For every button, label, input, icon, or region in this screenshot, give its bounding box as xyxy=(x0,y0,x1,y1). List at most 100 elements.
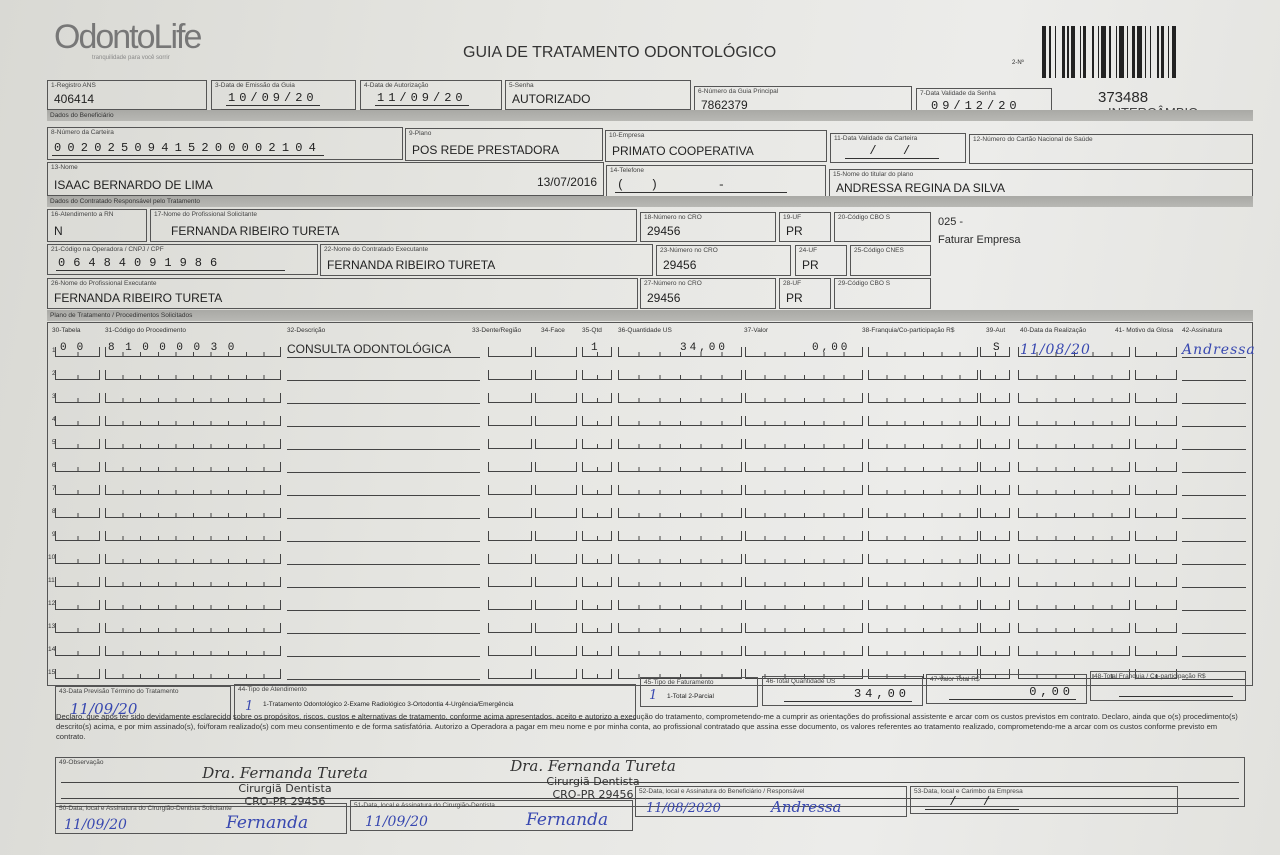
cell-assinatura xyxy=(1182,541,1246,542)
row-number: 4 xyxy=(52,416,56,423)
cell-face xyxy=(535,508,577,518)
field-value: 7862379 xyxy=(701,98,748,112)
cell-tabela xyxy=(55,669,100,679)
col-header-aut: 39-Aut xyxy=(986,327,1006,334)
cell-qtd xyxy=(582,577,612,587)
signature: Fernanda xyxy=(526,810,609,830)
cell-face xyxy=(535,623,577,633)
cell-franquia xyxy=(868,508,978,518)
cell-qtd-value: 1 xyxy=(591,342,601,354)
stamp-title: Cirurgiã Dentista xyxy=(238,782,332,795)
cell-qtd xyxy=(582,416,612,426)
cell-dente xyxy=(488,531,532,541)
cell-valor xyxy=(745,485,863,495)
field-value: 34,00 xyxy=(783,687,912,702)
cell-face xyxy=(535,347,577,357)
cell-qtd-us xyxy=(618,531,742,541)
cell-data-value: 11/08/20 xyxy=(1020,342,1091,358)
dentist-stamp: Dra. Fernanda Tureta Cirurgiã Dentista C… xyxy=(190,764,380,808)
cell-glosa xyxy=(1135,462,1177,472)
barcode-bar xyxy=(1049,26,1051,78)
cell-tabela xyxy=(55,439,100,449)
cell-valor xyxy=(745,393,863,403)
cell-valor xyxy=(745,347,863,357)
cell-dente xyxy=(488,393,532,403)
field-value: FERNANDA RIBEIRO TURETA xyxy=(54,291,223,305)
field-label: 53-Data, local e Carimbo da Empresa xyxy=(914,788,1023,795)
cell-tabela xyxy=(55,623,100,633)
empresa-field: 10-Empresa PRIMATO COOPERATIVA xyxy=(605,130,827,162)
cell-glosa xyxy=(1135,416,1177,426)
uf-24-field: 24-UF PR xyxy=(795,245,847,276)
cell-dente xyxy=(488,577,532,587)
field-label: 46-Total Quantidade US xyxy=(766,678,836,685)
tipo-atendimento-options: 1-Tratamento Odontológico 2-Exame Radiol… xyxy=(263,701,514,708)
cell-valor xyxy=(745,462,863,472)
cell-assinatura xyxy=(1182,449,1246,450)
field-value: / / xyxy=(845,144,939,159)
barcode-bar xyxy=(1101,26,1106,78)
cell-qtd-us xyxy=(618,416,742,426)
cell-valor xyxy=(745,577,863,587)
atendimento-rn-field: 16-Atendimento a RN N xyxy=(47,209,147,242)
cell-tabela xyxy=(55,508,100,518)
barcode-bar xyxy=(1092,26,1094,78)
cell-franquia xyxy=(868,577,978,587)
cell-qtd xyxy=(582,554,612,564)
cell-aut xyxy=(980,370,1010,380)
cell-valor-value: 0,00 xyxy=(812,342,851,354)
cell-franquia xyxy=(868,554,978,564)
assinatura-cd-field: 51-Data, local e Assinatura do Cirurgião… xyxy=(350,800,633,831)
cell-codigo xyxy=(105,623,281,633)
cell-codigo xyxy=(105,485,281,495)
cell-glosa xyxy=(1135,531,1177,541)
cell-assinatura xyxy=(1182,472,1246,473)
cell-assinatura xyxy=(1182,564,1246,565)
titular-field: 15-Nome do titular do plano ANDRESSA REGI… xyxy=(829,169,1253,199)
cell-descricao xyxy=(287,449,480,450)
stamp-name: Dra. Fernanda Tureta xyxy=(510,757,676,775)
cell-franquia xyxy=(868,462,978,472)
col-header-qtd-us: 36-Quantidade US xyxy=(618,327,672,334)
barcode-bar xyxy=(1119,26,1124,78)
field-label: 13-Nome xyxy=(51,164,78,171)
field-label: 26-Nome do Profissional Executante xyxy=(51,280,157,287)
total-franquia-field: 48-Total Franquia / Co-participação R$ xyxy=(1090,671,1246,701)
note-code: 025 - xyxy=(938,216,964,228)
cell-glosa xyxy=(1135,393,1177,403)
row-number: 9 xyxy=(52,531,56,538)
cell-face xyxy=(535,462,577,472)
cell-codigo xyxy=(105,347,281,357)
field-label: 51-Data, local e Assinatura do Cirurgião… xyxy=(354,802,495,809)
row-number: 13 xyxy=(48,623,56,630)
cell-aut xyxy=(980,485,1010,495)
cell-descricao xyxy=(287,633,480,634)
cell-franquia xyxy=(868,600,978,610)
cell-codigo xyxy=(105,370,281,380)
cell-face xyxy=(535,393,577,403)
cell-tabela xyxy=(55,462,100,472)
nome-field: 13-Nome ISAAC BERNARDO DE LIMA 13/07/2016 xyxy=(47,162,604,196)
cell-valor xyxy=(745,416,863,426)
field-label: 48-Total Franquia / Co-participação R$ xyxy=(1094,673,1206,680)
field-label: 6-Número da Guia Principal xyxy=(698,88,779,95)
cell-franquia xyxy=(868,646,978,656)
barcode-bar xyxy=(1061,26,1065,78)
cell-face xyxy=(535,485,577,495)
cell-qtd-us xyxy=(618,439,742,449)
cell-descricao xyxy=(287,610,480,611)
cell-valor xyxy=(745,531,863,541)
cell-tabela-value: 00 xyxy=(60,342,94,354)
uf-19-field: 19-UF PR xyxy=(779,212,831,242)
cell-face xyxy=(535,416,577,426)
cell-data xyxy=(1018,439,1130,449)
field-label: 5-Senha xyxy=(509,82,534,89)
telefone-field: 14-Telefone ( ) - xyxy=(606,165,826,197)
cell-dente xyxy=(488,347,532,357)
cell-dente xyxy=(488,462,532,472)
cell-descricao xyxy=(287,495,480,496)
cell-data xyxy=(1018,370,1130,380)
cell-dente xyxy=(488,508,532,518)
birth-date: 13/07/2016 xyxy=(536,175,597,189)
tipo-faturamento-field: 45-Tipo de Faturamento 1 1-Total 2-Parcial xyxy=(640,677,758,707)
